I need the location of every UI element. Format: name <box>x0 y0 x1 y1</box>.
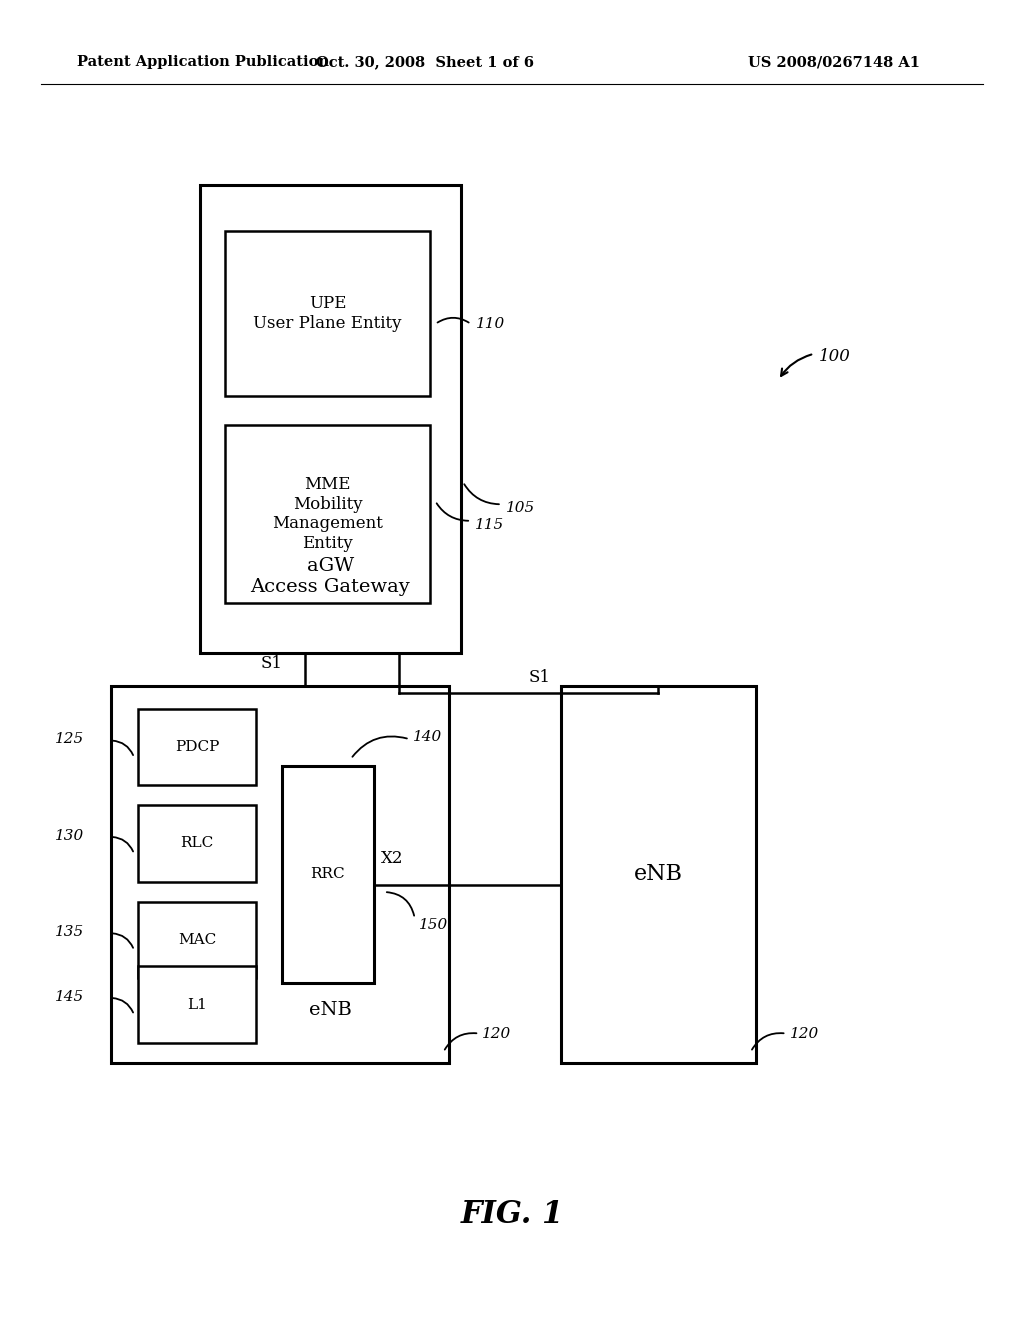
Text: RLC: RLC <box>180 837 214 850</box>
FancyBboxPatch shape <box>225 425 430 603</box>
Text: S1: S1 <box>261 655 283 672</box>
FancyBboxPatch shape <box>138 902 256 978</box>
Text: S1: S1 <box>528 669 550 685</box>
Text: Oct. 30, 2008  Sheet 1 of 6: Oct. 30, 2008 Sheet 1 of 6 <box>316 55 534 69</box>
FancyBboxPatch shape <box>138 966 256 1043</box>
Text: Patent Application Publication: Patent Application Publication <box>77 55 329 69</box>
Text: 140: 140 <box>413 730 442 743</box>
FancyBboxPatch shape <box>111 686 449 1063</box>
Text: FIG. 1: FIG. 1 <box>461 1199 563 1230</box>
Text: MME
Mobility
Management
Entity: MME Mobility Management Entity <box>272 477 383 552</box>
Text: eNB: eNB <box>634 863 683 886</box>
FancyBboxPatch shape <box>282 766 374 983</box>
Text: PDCP: PDCP <box>175 741 219 754</box>
FancyBboxPatch shape <box>138 709 256 785</box>
FancyBboxPatch shape <box>200 185 461 653</box>
Text: X2: X2 <box>381 850 403 867</box>
Text: 115: 115 <box>475 517 505 532</box>
Text: RRC: RRC <box>310 867 345 882</box>
FancyBboxPatch shape <box>138 805 256 882</box>
FancyBboxPatch shape <box>225 231 430 396</box>
Text: 120: 120 <box>790 1027 819 1040</box>
Text: 145: 145 <box>54 990 84 1003</box>
Text: 130: 130 <box>54 829 84 842</box>
Text: MAC: MAC <box>178 933 216 946</box>
Text: US 2008/0267148 A1: US 2008/0267148 A1 <box>748 55 920 69</box>
Text: eNB: eNB <box>309 1001 351 1019</box>
Text: 135: 135 <box>54 925 84 939</box>
Text: 105: 105 <box>506 502 536 515</box>
Text: UPE
User Plane Entity: UPE User Plane Entity <box>253 296 402 331</box>
FancyBboxPatch shape <box>561 686 756 1063</box>
Text: 125: 125 <box>54 733 84 746</box>
Text: 100: 100 <box>819 348 851 364</box>
Text: 110: 110 <box>476 317 506 331</box>
Text: 120: 120 <box>482 1027 512 1040</box>
Text: L1: L1 <box>187 998 207 1011</box>
Text: 150: 150 <box>419 917 449 932</box>
Text: aGW
Access Gateway: aGW Access Gateway <box>250 557 411 597</box>
